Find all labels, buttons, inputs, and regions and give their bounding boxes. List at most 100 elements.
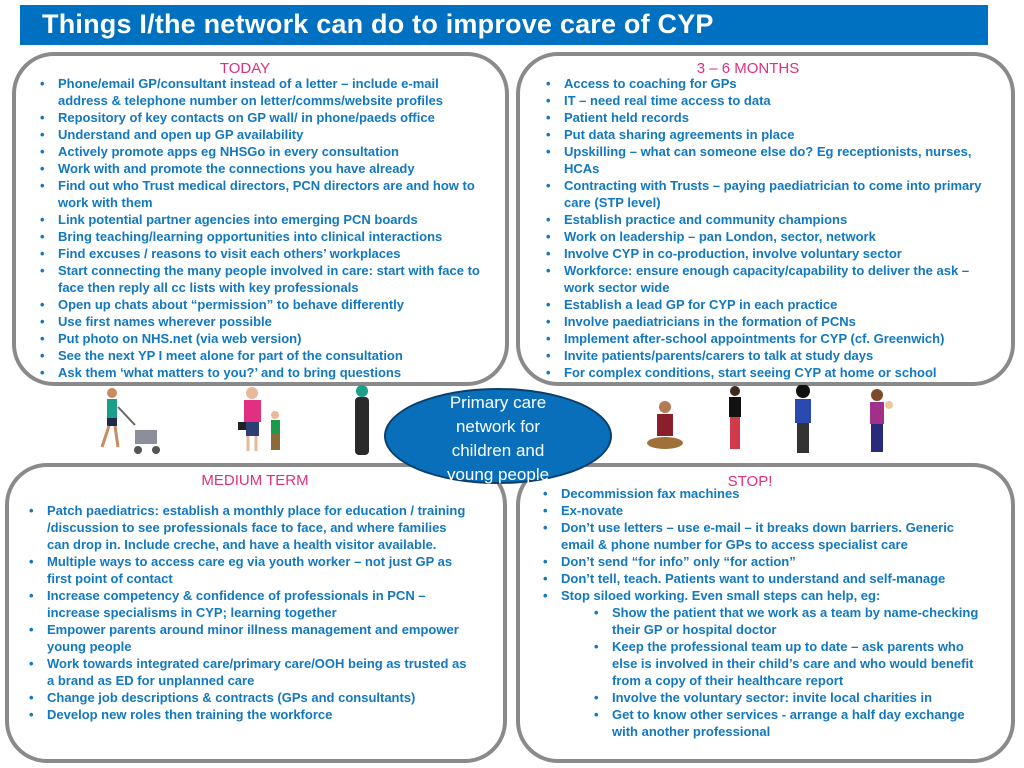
bullet-item: • Patient held records [546,109,994,126]
bullet-item: • Ex-novate [543,502,986,519]
bullet-text: Establish practice and community champio… [564,212,848,227]
bullet-icon: • [594,639,599,654]
bullet-icon: • [40,229,45,244]
bullet-text: For complex conditions, start seeing CYP… [564,365,937,380]
bullet-text: Put data sharing agreements in place [564,127,795,142]
bullet-icon: • [594,605,599,620]
bullet-item: • Implement after-school appointments for… [546,330,994,347]
bullet-item: • Find excuses / reasons to visit each ot… [40,245,490,262]
medium-panel [5,463,507,763]
bullet-text: Ex-novate [561,503,624,518]
bullet-text: See the next YP I meet alone for part of… [58,348,403,363]
bullet-text: Don’t tell, teach. Patients want to unde… [561,571,946,586]
bullet-icon: • [546,212,551,227]
bullet-item: • Phone/email GP/consultant instead of a … [40,75,490,109]
bullet-text: Don’t send “for info” only “for action” [561,554,796,569]
bullet-icon: • [546,331,551,346]
bullet-item: • Invite patients/parents/carers to talk … [546,347,994,364]
bullet-icon: • [546,178,551,193]
bullet-item: • Put photo on NHS.net (via web version) [40,330,490,347]
bullet-item: • Empower parents around minor illness ma… [29,621,467,655]
bullet-text: Empower parents around minor illness man… [47,622,459,654]
bullet-item: • See the next YP I meet alone for part o… [40,347,490,364]
bullet-text: Keep the professional team up to date – … [612,639,974,688]
bullet-text: Get to know other services - arrange a h… [612,707,965,739]
bullet-item: • Access to coaching for GPs [546,75,994,92]
bullet-item: • Involve paediatricians in the formation… [546,313,994,330]
bullet-text: Work on leadership – pan London, sector,… [564,229,876,244]
bullet-item: • Don’t tell, teach. Patients want to und… [543,570,986,587]
bullet-icon: • [40,297,45,312]
people-illustrations-right [647,385,893,453]
bullet-item: • For complex conditions, start seeing CY… [546,364,994,381]
bullet-text: Use first names wherever possible [58,314,272,329]
bullet-text: Implement after-school appointments for … [564,331,945,346]
stop-panel [516,463,1015,763]
bullet-item: • Show the patient that we work as a team… [594,604,986,638]
bullet-text: Stop siloed working. Even small steps ca… [561,588,881,603]
teen-boy-figure [795,385,811,453]
months-panel [516,52,1015,386]
center-label: Primary care network for children and yo… [446,393,550,484]
parent-with-pushchair-figure [100,388,160,454]
bullet-icon: • [40,110,45,125]
teen-girl-figure [729,386,741,449]
bullet-item: • Develop new roles then training the wor… [29,706,467,723]
bullet-item: • Link potential partner agencies into em… [40,211,490,228]
bullet-text: Develop new roles then training the work… [47,707,333,722]
bullet-text: Phone/email GP/consultant instead of a l… [58,76,444,108]
bullet-icon: • [546,127,551,142]
bullet-item: • Get to know other services - arrange a … [594,706,986,740]
bullet-text: Start connecting the many people involve… [58,263,480,295]
bullet-item: • Bring teaching/learning opportunities i… [40,228,490,245]
bullet-text: Ask them ‘what matters to you?’ and to b… [58,365,402,380]
bullet-text: Involve paediatricians in the formation … [564,314,856,329]
bullet-item: • Find out who Trust medical directors, P… [40,177,490,211]
bullet-icon: • [594,707,599,722]
bullet-item: • Don’t send “for info” only “for action” [543,553,986,570]
bullet-icon: • [40,314,45,329]
bullet-text: Change job descriptions & contracts (GPs… [47,690,416,705]
title-bar: Things I/the network can do to improve c… [20,5,988,45]
bullet-text: Upskilling – what can someone else do? E… [564,144,972,176]
bullet-icon: • [29,588,34,603]
bullet-icon: • [29,503,34,518]
bullet-item: • Decommission fax machines [543,485,986,502]
bullet-item: • Put data sharing agreements in place [546,126,994,143]
today-panel [12,52,509,386]
bullet-icon: • [40,178,45,193]
bullet-icon: • [543,520,548,535]
bullet-text: IT – need real time access to data [564,93,771,108]
bullet-text: Increase competency & confidence of prof… [47,588,426,620]
bullet-text: Multiple ways to access care eg via yout… [47,554,453,586]
months-list: • Access to coaching for GPs • IT – need re… [546,75,994,381]
bullet-icon: • [29,690,34,705]
bullet-item: • Ask them ‘what matters to you?’ and to … [40,364,490,381]
center-ellipse: Primary care network for children and yo… [384,388,612,484]
bullet-item: • Work on leadership – pan London, sector… [546,228,994,245]
today-heading: TODAY [219,60,271,77]
medium-heading: MEDIUM TERM [201,472,309,489]
bullet-item: • IT – need real time access to data [546,92,994,109]
bullet-text: Workforce: ensure enough capacity/capabi… [564,263,970,295]
people-illustrations-left [100,385,369,455]
bullet-icon: • [543,571,548,586]
bullet-text: Decommission fax machines [561,486,740,501]
bullet-item: • Involve the voluntary sector: invite lo… [594,689,986,706]
bullet-icon: • [40,212,45,227]
bullet-icon: • [40,127,45,142]
bullet-text: Bring teaching/learning opportunities in… [58,229,443,244]
bullet-icon: • [543,588,548,603]
mother-holding-baby-figure [870,389,893,452]
bullet-text: Don’t use letters – use e-mail – it brea… [561,520,955,552]
bullet-icon: • [546,348,551,363]
bullet-icon: • [543,503,548,518]
bullet-text: Work towards integrated care/primary car… [47,656,467,688]
bullet-text: Contracting with Trusts – paying paediat… [564,178,982,210]
bullet-item: • Change job descriptions & contracts (GP… [29,689,467,706]
slide-title: Things I/the network can do to improve c… [42,9,714,39]
bullet-item: • Multiple ways to access care eg via you… [29,553,467,587]
bullet-icon: • [40,76,45,91]
bullet-text: Link potential partner agencies into eme… [58,212,418,227]
bullet-icon: • [40,161,45,176]
